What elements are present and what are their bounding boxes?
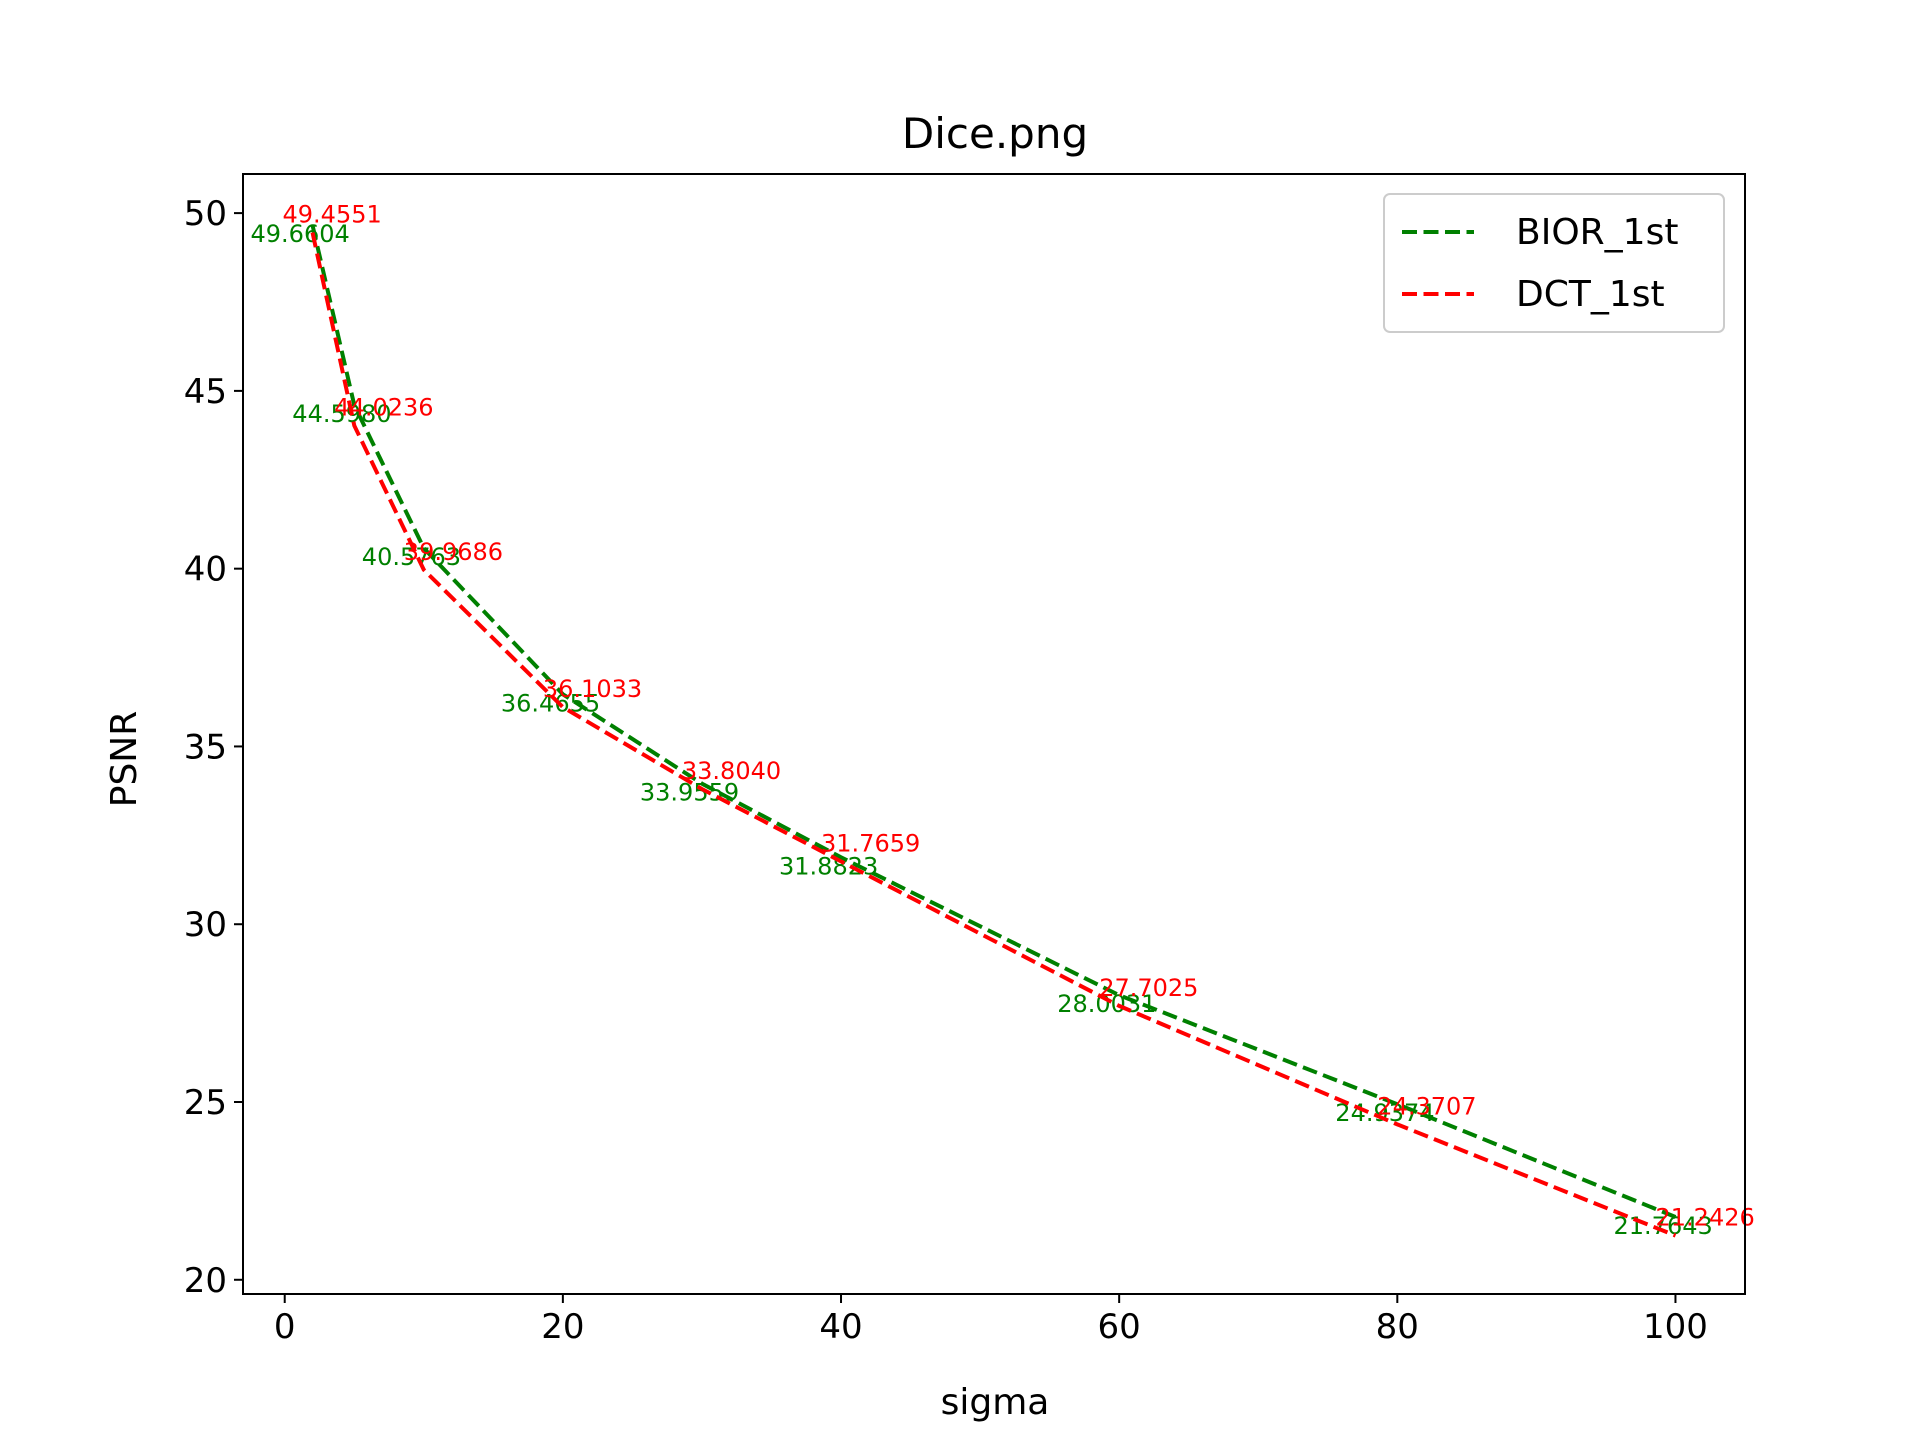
data-label-dct_1st: 36.1033 bbox=[543, 675, 642, 703]
y-tick-label: 35 bbox=[184, 727, 227, 767]
data-label-dct_1st: 31.7659 bbox=[821, 829, 920, 857]
data-label-bior_1st: 36.4655 bbox=[501, 689, 600, 717]
data-label-dct_1st: 21.2426 bbox=[1656, 1204, 1755, 1232]
y-tick-label: 50 bbox=[184, 194, 227, 234]
data-label-bior_1st: 24.9374 bbox=[1335, 1099, 1434, 1127]
plot-area: 49.660444.598040.576336.465533.955931.88… bbox=[251, 201, 1755, 1241]
series-line-bior_1st bbox=[310, 224, 1677, 1219]
x-tick-label: 60 bbox=[1098, 1307, 1141, 1347]
data-label-bior_1st: 49.6604 bbox=[251, 220, 350, 248]
data-label-dct_1st: 39.9686 bbox=[404, 538, 503, 566]
legend: BIOR_1st DCT_1st bbox=[1383, 193, 1725, 333]
y-tick-label: 20 bbox=[184, 1261, 227, 1301]
chart-title: Dice.png bbox=[902, 109, 1088, 158]
x-tick-label: 20 bbox=[541, 1307, 584, 1347]
y-tick-label: 45 bbox=[184, 372, 227, 412]
y-tick-label: 30 bbox=[184, 905, 227, 945]
x-tick-label: 80 bbox=[1376, 1307, 1419, 1347]
axes-frame bbox=[242, 173, 1746, 1295]
data-label-bior_1st: 44.5980 bbox=[292, 400, 391, 428]
x-tick-label: 0 bbox=[274, 1307, 296, 1347]
legend-box bbox=[1383, 193, 1725, 333]
y-tick-label: 25 bbox=[184, 1083, 227, 1123]
x-tick-label: 40 bbox=[819, 1307, 862, 1347]
x-axis-title: sigma bbox=[941, 1382, 1050, 1423]
series-line-dct_1st bbox=[310, 232, 1677, 1238]
data-label-dct_1st: 27.7025 bbox=[1099, 974, 1198, 1002]
axes: 0 20 40 60 80 100 20 25 30 35 40 45 50 bbox=[184, 173, 1746, 1347]
x-tick-label: 100 bbox=[1643, 1307, 1708, 1347]
y-tick-label: 40 bbox=[184, 550, 227, 590]
legend-entry-bior_1st: BIOR_1st bbox=[1516, 212, 1678, 253]
data-label-dct_1st: 33.8040 bbox=[682, 757, 781, 785]
legend-entry-dct_1st: DCT_1st bbox=[1516, 274, 1665, 315]
data-label-dct_1st: 49.4551 bbox=[283, 201, 382, 229]
y-axis-title: PSNR bbox=[104, 711, 145, 808]
data-label-dct_1st: 24.3707 bbox=[1377, 1092, 1476, 1120]
data-label-dct_1st: 44.0236 bbox=[334, 394, 433, 422]
data-label-bior_1st: 31.8823 bbox=[779, 852, 878, 880]
data-label-bior_1st: 21.7643 bbox=[1614, 1212, 1713, 1240]
